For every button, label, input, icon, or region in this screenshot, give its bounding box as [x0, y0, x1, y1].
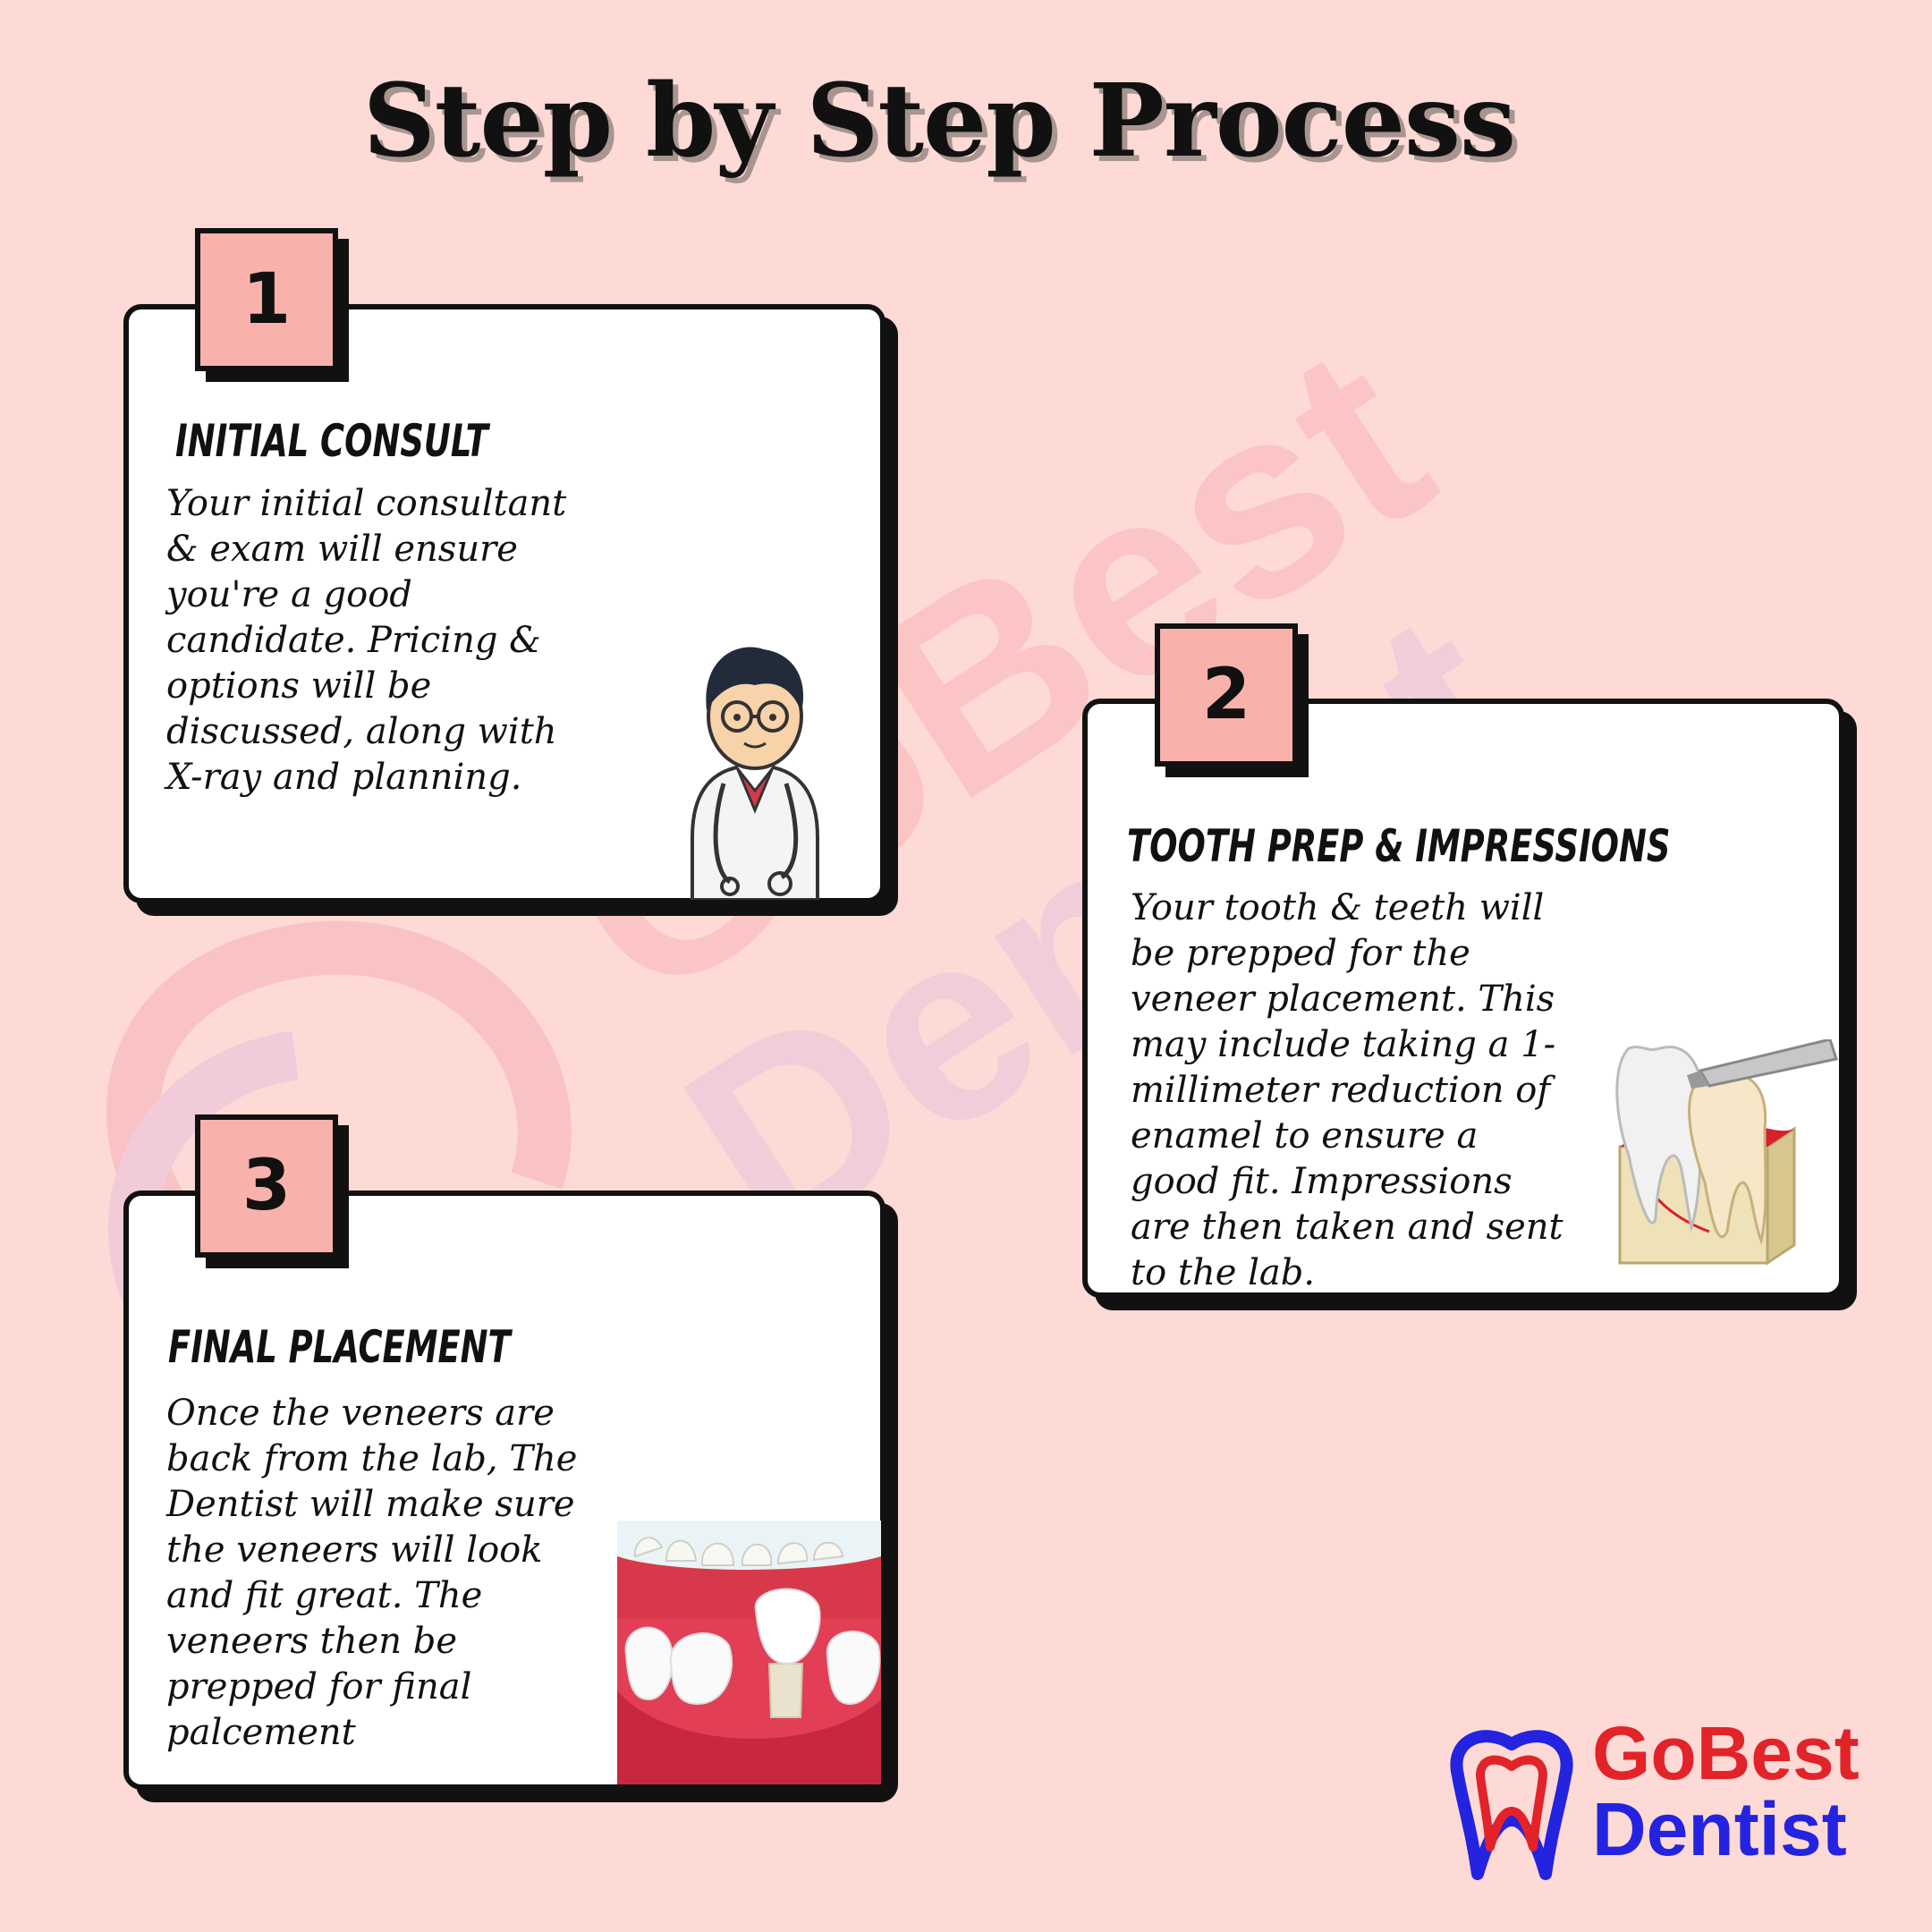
step-card-1: INITIAL CONSULT Your initial consultant …: [123, 304, 886, 903]
step-card-2: TOOTH PREP & IMPRESSIONS Your tooth & te…: [1082, 699, 1844, 1298]
step-1-badge: 1: [195, 228, 338, 371]
step-1-body: Your initial consultant & exam will ensu…: [166, 483, 567, 798]
step-2-heading: TOOTH PREP & IMPRESSIONS: [1127, 820, 1671, 872]
tooth-logo-icon: [1450, 1730, 1573, 1880]
step-2-badge: 2: [1155, 623, 1298, 767]
teeth-crown-image: [617, 1521, 881, 1784]
page-title: Step by Step Process: [362, 63, 1516, 180]
step-3-badge: 3: [195, 1114, 338, 1258]
step-1-heading: INITIAL CONSULT: [175, 415, 488, 467]
step-card-3: FINAL PLACEMENT Once the veneers are bac…: [123, 1191, 886, 1790]
step-3-heading: FINAL PLACEMENT: [168, 1321, 511, 1373]
dentist-cartoon-image: [691, 647, 819, 900]
gobest-dentist-logo[interactable]: GoBest Dentist: [1440, 1713, 1905, 1883]
logo-text-gobest: GoBest: [1592, 1711, 1860, 1795]
step-2-body: Your tooth & teeth will be prepped for t…: [1131, 887, 1563, 1293]
tooth-drill-image: [1615, 1039, 1838, 1266]
step-3-body: Once the veneers are back from the lab, …: [166, 1393, 578, 1753]
logo-text-dentist: Dentist: [1592, 1787, 1847, 1871]
